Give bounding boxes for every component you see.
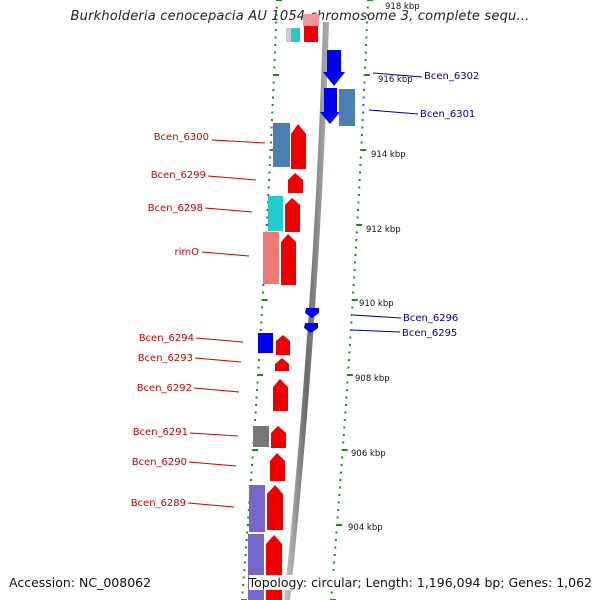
gene-label-rimo[interactable]: rimO bbox=[174, 247, 199, 258]
gene-label-bcen-6299[interactable]: Bcen_6299 bbox=[151, 170, 206, 181]
scale-labels: 918 kbp 916 kbp 914 kbp 912 kbp 910 kbp … bbox=[348, 2, 420, 533]
gene-feature[interactable] bbox=[281, 234, 296, 285]
scale-label-914: 914 kbp bbox=[371, 150, 406, 160]
gene-feature[interactable] bbox=[291, 28, 300, 42]
outer-tick-track bbox=[330, 0, 373, 600]
scale-label-916: 916 kbp bbox=[378, 75, 413, 85]
gene-feature[interactable] bbox=[267, 485, 283, 530]
gene-feature[interactable] bbox=[320, 88, 340, 124]
gene-feature[interactable] bbox=[249, 485, 265, 532]
gene-feature[interactable] bbox=[276, 335, 290, 355]
gene-label-bcen-6289[interactable]: Bcen_6289 bbox=[131, 498, 186, 509]
gene-feature[interactable] bbox=[271, 426, 286, 448]
gene-feature[interactable] bbox=[291, 124, 306, 169]
gene-feature[interactable] bbox=[286, 28, 295, 42]
gene-feature[interactable] bbox=[285, 198, 300, 232]
gene-feature[interactable] bbox=[275, 358, 289, 371]
map-title: Burkholderia cenocepacia AU 1054 chromos… bbox=[70, 9, 530, 24]
chromosome-backbone bbox=[284, 21, 329, 600]
genome-summary: Topology: circular; Length: 1,196,094 bp… bbox=[248, 575, 592, 590]
scale-label-918: 918 kbp bbox=[385, 2, 420, 12]
gene-feature[interactable] bbox=[305, 308, 319, 318]
left-gene-labels: Bcen_6300 Bcen_6299 Bcen_6298 rimO Bcen_… bbox=[131, 132, 266, 509]
gene-feature[interactable] bbox=[273, 123, 290, 167]
gene-label-bcen-6294[interactable]: Bcen_6294 bbox=[139, 333, 194, 344]
gene-label-bcen-6292[interactable]: Bcen_6292 bbox=[137, 383, 192, 394]
gene-feature[interactable] bbox=[258, 333, 273, 353]
gene-feature[interactable] bbox=[248, 534, 264, 600]
gene-label-bcen-6298[interactable]: Bcen_6298 bbox=[148, 203, 203, 214]
gene-feature[interactable] bbox=[288, 173, 303, 193]
gene-label-bcen-6302[interactable]: Bcen_6302 bbox=[424, 71, 479, 82]
gene-features[interactable] bbox=[248, 14, 355, 600]
gene-label-bcen-6291[interactable]: Bcen_6291 bbox=[133, 427, 188, 438]
scale-label-912: 912 kbp bbox=[366, 225, 401, 235]
scale-label-904: 904 kbp bbox=[348, 523, 383, 533]
gene-feature[interactable] bbox=[263, 232, 279, 284]
gene-label-bcen-6296[interactable]: Bcen_6296 bbox=[403, 313, 458, 324]
scale-label-910: 910 kbp bbox=[359, 299, 394, 309]
gene-label-bcen-6295[interactable]: Bcen_6295 bbox=[402, 328, 457, 339]
gene-feature[interactable] bbox=[268, 196, 283, 231]
gene-feature[interactable] bbox=[303, 14, 319, 26]
gene-label-bcen-6300[interactable]: Bcen_6300 bbox=[154, 132, 209, 143]
gene-feature[interactable] bbox=[323, 50, 345, 86]
scale-label-908: 908 kbp bbox=[355, 374, 390, 384]
gene-feature[interactable] bbox=[304, 323, 318, 333]
gene-label-bcen-6290[interactable]: Bcen_6290 bbox=[132, 457, 187, 468]
gene-label-bcen-6301[interactable]: Bcen_6301 bbox=[420, 109, 475, 120]
right-gene-labels: Bcen_6302 Bcen_6301 Bcen_6296 Bcen_6295 bbox=[351, 71, 479, 339]
gene-feature[interactable] bbox=[304, 26, 318, 42]
gene-feature[interactable] bbox=[253, 426, 269, 447]
gene-label-bcen-6293[interactable]: Bcen_6293 bbox=[138, 353, 193, 364]
gene-feature[interactable] bbox=[339, 89, 355, 126]
gene-feature[interactable] bbox=[273, 379, 288, 411]
accession-label: Accession: NC_008062 bbox=[9, 575, 152, 590]
scale-label-906: 906 kbp bbox=[351, 449, 386, 459]
gene-feature[interactable] bbox=[266, 535, 282, 600]
gene-feature[interactable] bbox=[270, 453, 285, 481]
